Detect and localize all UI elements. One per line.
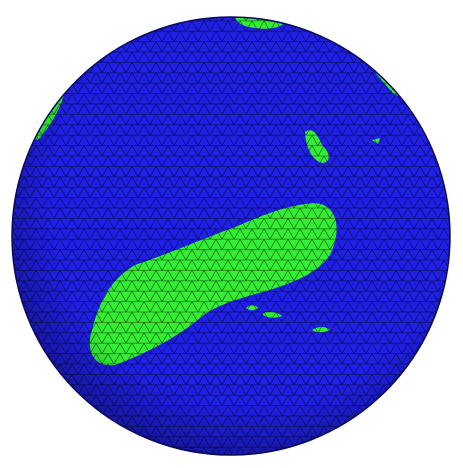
sphere-outline: [11, 16, 451, 456]
sphere-shading: [12, 17, 450, 455]
